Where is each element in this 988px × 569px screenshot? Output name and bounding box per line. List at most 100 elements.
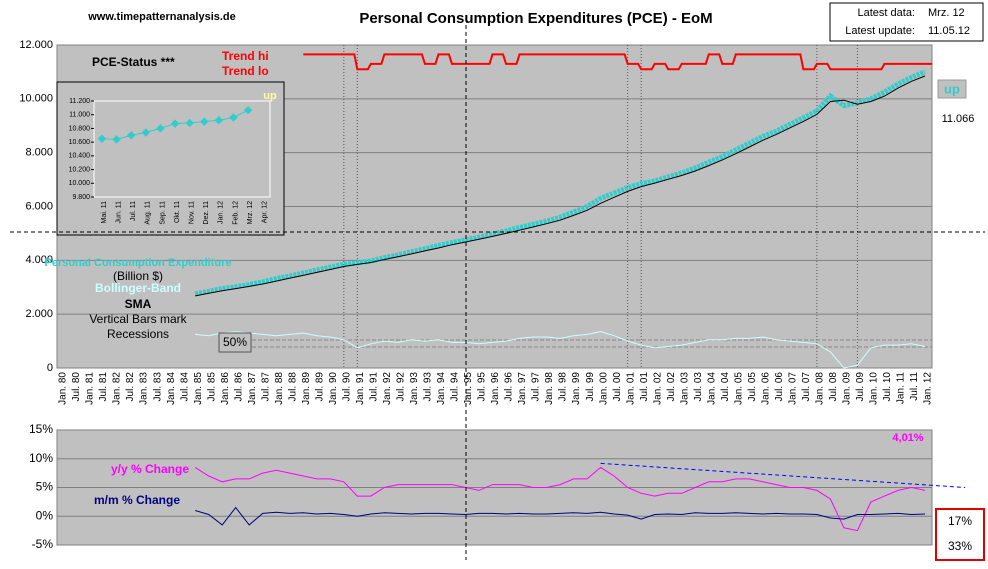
info-value: 11.05.12 (928, 25, 970, 37)
x-tick-label: Jan. 12 (923, 372, 934, 405)
trend-label: Trend lo (222, 64, 269, 78)
y-tick-label: 0 (47, 362, 53, 374)
inset-point (170, 119, 180, 128)
x-tick-label: Jul. 82 (125, 372, 136, 402)
trend-line (600, 462, 966, 488)
x-tick-label: Jul. 07 (801, 372, 812, 402)
x-tick-label: Jan. 81 (85, 372, 96, 405)
chart-title: Personal Consumption Expenditures (PCE) … (359, 10, 712, 27)
x-tick-label: Jan. 86 (220, 372, 231, 405)
x-tick-label: Jul. 04 (720, 372, 731, 402)
x-tick-label: Jul. 83 (152, 372, 163, 402)
x-tick-label: Jul. 86 (233, 372, 244, 402)
status-box (937, 79, 967, 99)
x-tick-label: Jan. 03 (679, 372, 690, 405)
y-tick-label: 6.000 (25, 200, 53, 212)
inset-point (243, 105, 253, 115)
last-value: 11.066 (942, 113, 975, 125)
y-tick-label: 2.000 (25, 308, 53, 320)
inset-point (126, 131, 136, 140)
x-tick-label: Jun. 11 (115, 201, 122, 224)
x-tick-label: Jul. 05 (747, 372, 758, 402)
x-tick-label: Feb. 12 (232, 201, 239, 225)
inset-point (112, 135, 121, 144)
x-tick-label: Jul. 95 (477, 372, 488, 402)
x-tick-label: Jul. 09 (855, 372, 866, 402)
legend-label: m/m % Change (94, 493, 180, 507)
info-label: Latest data: (858, 7, 916, 19)
inset-status: up (263, 90, 277, 102)
x-tick-label: Jan. 82 (112, 372, 123, 405)
x-tick-label: Jul. 80 (71, 372, 82, 402)
y-tick-label: 0% (36, 508, 54, 522)
x-tick-label: Jan. 85 (193, 372, 204, 405)
x-tick-label: Jan. 90 (328, 372, 339, 405)
inset-frame (56, 81, 285, 236)
inset-point (185, 118, 194, 128)
y-tick-label: 12.000 (19, 39, 53, 51)
legend-label: Bollinger-Band (95, 281, 181, 295)
inset-point (229, 113, 238, 122)
y-tick-label: 5% (36, 480, 54, 494)
x-tick-label: Nov. 11 (188, 201, 195, 224)
y-tick-label: 10% (29, 451, 53, 465)
x-tick-label: Jul. 81 (98, 372, 109, 402)
series-line (195, 75, 926, 297)
note: Vertical Bars mark (89, 312, 187, 326)
y-tick-label: 4.000 (25, 254, 53, 266)
band-label-box (218, 332, 252, 353)
info-value: Mrz. 12 (928, 7, 965, 19)
x-tick-label: Jul. 89 (314, 372, 325, 402)
y-tick-label: 8.000 (25, 147, 53, 159)
x-tick-label: Jan. 84 (166, 372, 177, 405)
trend-label: Trend hi (222, 49, 269, 63)
y-tick-label: 9.800 (72, 194, 90, 201)
legend-label: SMA (125, 297, 152, 311)
series-line (194, 69, 926, 297)
y-tick-label: -5% (32, 537, 54, 551)
x-tick-label: Jan. 08 (815, 372, 826, 405)
inset-plot (93, 100, 271, 198)
y-tick-label: 10.800 (69, 125, 91, 132)
x-tick-label: Jul. 99 (585, 372, 596, 402)
x-tick-label: Jul. 00 (612, 372, 623, 402)
x-tick-label: Jan. 09 (842, 372, 853, 405)
x-tick-label: Jan. 91 (355, 372, 366, 405)
x-tick-label: Jan. 10 (869, 372, 880, 405)
x-tick-label: Jul. 02 (666, 372, 677, 402)
x-tick-label: Okt. 11 (174, 201, 181, 223)
inset-point (156, 124, 165, 133)
info-box (829, 2, 984, 42)
y-tick-label: 10.200 (69, 166, 91, 173)
inset-point (214, 115, 224, 125)
y-tick-label: 10.600 (69, 139, 91, 146)
x-tick-label: Jul. 88 (287, 372, 298, 402)
x-tick-label: Jan. 88 (274, 372, 285, 405)
x-tick-label: Jul. 97 (531, 372, 542, 402)
corner-box (935, 508, 985, 561)
x-tick-label: Jul. 98 (558, 372, 569, 402)
y-tick-label: 10.400 (69, 153, 91, 160)
y-tick-label: 11.000 (69, 112, 90, 119)
x-tick-label: Jul. 03 (693, 372, 704, 402)
y-tick-label: 15% (29, 422, 53, 436)
x-tick-label: Jan. 02 (652, 372, 663, 405)
x-tick-label: Jan. 94 (436, 372, 447, 405)
x-tick-label: Jul. 01 (639, 372, 650, 402)
legend-label: y/y % Change (111, 462, 189, 476)
inset-title: PCE-Status *** (92, 55, 175, 69)
x-tick-label: Jan. 96 (490, 372, 501, 405)
x-tick-label: Jan. 89 (301, 372, 312, 405)
x-tick-label: Sep. 11 (159, 201, 166, 225)
x-tick-label: Jan. 83 (139, 372, 150, 405)
x-tick-label: Jan. 00 (598, 372, 609, 405)
x-tick-label: Jan. 06 (760, 372, 771, 405)
x-tick-label: Jul. 93 (423, 372, 434, 402)
x-tick-label: Jan. 92 (382, 372, 393, 405)
x-tick-label: Apr. 12 (262, 201, 269, 223)
legend-label: Personal Consumption Expenditure (44, 257, 231, 269)
corner-value: 33% (948, 539, 972, 553)
x-tick-label: Jan. 97 (517, 372, 528, 405)
y-tick-label: 11.200 (69, 98, 90, 105)
